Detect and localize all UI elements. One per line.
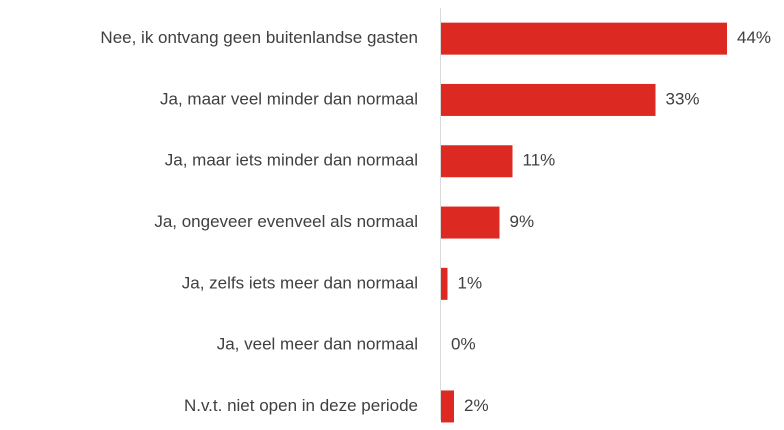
category-label: Ja, veel meer dan normaal <box>217 335 418 354</box>
data-label: 44% <box>737 28 771 47</box>
bar <box>441 267 448 300</box>
category-label: Nee, ik ontvang geen buitenlandse gasten <box>100 28 418 47</box>
category-label: N.v.t. niet open in deze periode <box>184 396 418 415</box>
bar <box>441 22 727 55</box>
bar <box>441 390 454 423</box>
category-label: Ja, zelfs iets meer dan normaal <box>182 273 418 292</box>
bar <box>441 206 500 239</box>
bar <box>441 83 656 116</box>
data-label: 33% <box>666 89 700 108</box>
data-label: 1% <box>458 273 483 292</box>
data-label: 2% <box>464 396 489 415</box>
data-label: 0% <box>451 335 476 354</box>
category-label: Ja, maar iets minder dan normaal <box>165 151 418 170</box>
data-label: 9% <box>510 212 535 231</box>
data-label: 11% <box>523 151 556 170</box>
bar <box>441 145 513 178</box>
category-label: Ja, ongeveer evenveel als normaal <box>154 212 418 231</box>
category-label: Ja, maar veel minder dan normaal <box>160 89 418 108</box>
